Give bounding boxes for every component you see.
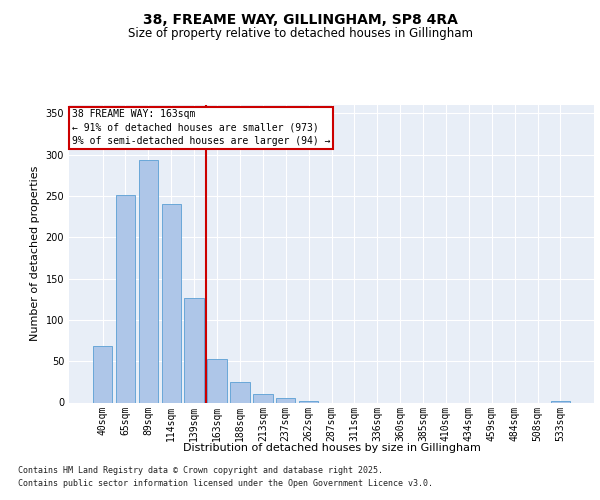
- Bar: [93, 346, 112, 403]
- Bar: [253, 394, 272, 402]
- Text: Contains public sector information licensed under the Open Government Licence v3: Contains public sector information licen…: [18, 479, 433, 488]
- Bar: [208, 358, 227, 403]
- Bar: [230, 382, 250, 402]
- Bar: [116, 195, 135, 402]
- X-axis label: Distribution of detached houses by size in Gillingham: Distribution of detached houses by size …: [182, 444, 481, 454]
- Text: Size of property relative to detached houses in Gillingham: Size of property relative to detached ho…: [128, 28, 473, 40]
- Text: 38, FREAME WAY, GILLINGHAM, SP8 4RA: 38, FREAME WAY, GILLINGHAM, SP8 4RA: [143, 12, 457, 26]
- Bar: [299, 401, 319, 402]
- Bar: [551, 401, 570, 402]
- Bar: [184, 298, 204, 403]
- Text: 38 FREAME WAY: 163sqm
← 91% of detached houses are smaller (973)
9% of semi-deta: 38 FREAME WAY: 163sqm ← 91% of detached …: [71, 110, 330, 146]
- Bar: [139, 160, 158, 402]
- Y-axis label: Number of detached properties: Number of detached properties: [30, 166, 40, 342]
- Text: Contains HM Land Registry data © Crown copyright and database right 2025.: Contains HM Land Registry data © Crown c…: [18, 466, 383, 475]
- Bar: [161, 204, 181, 402]
- Bar: [276, 398, 295, 402]
